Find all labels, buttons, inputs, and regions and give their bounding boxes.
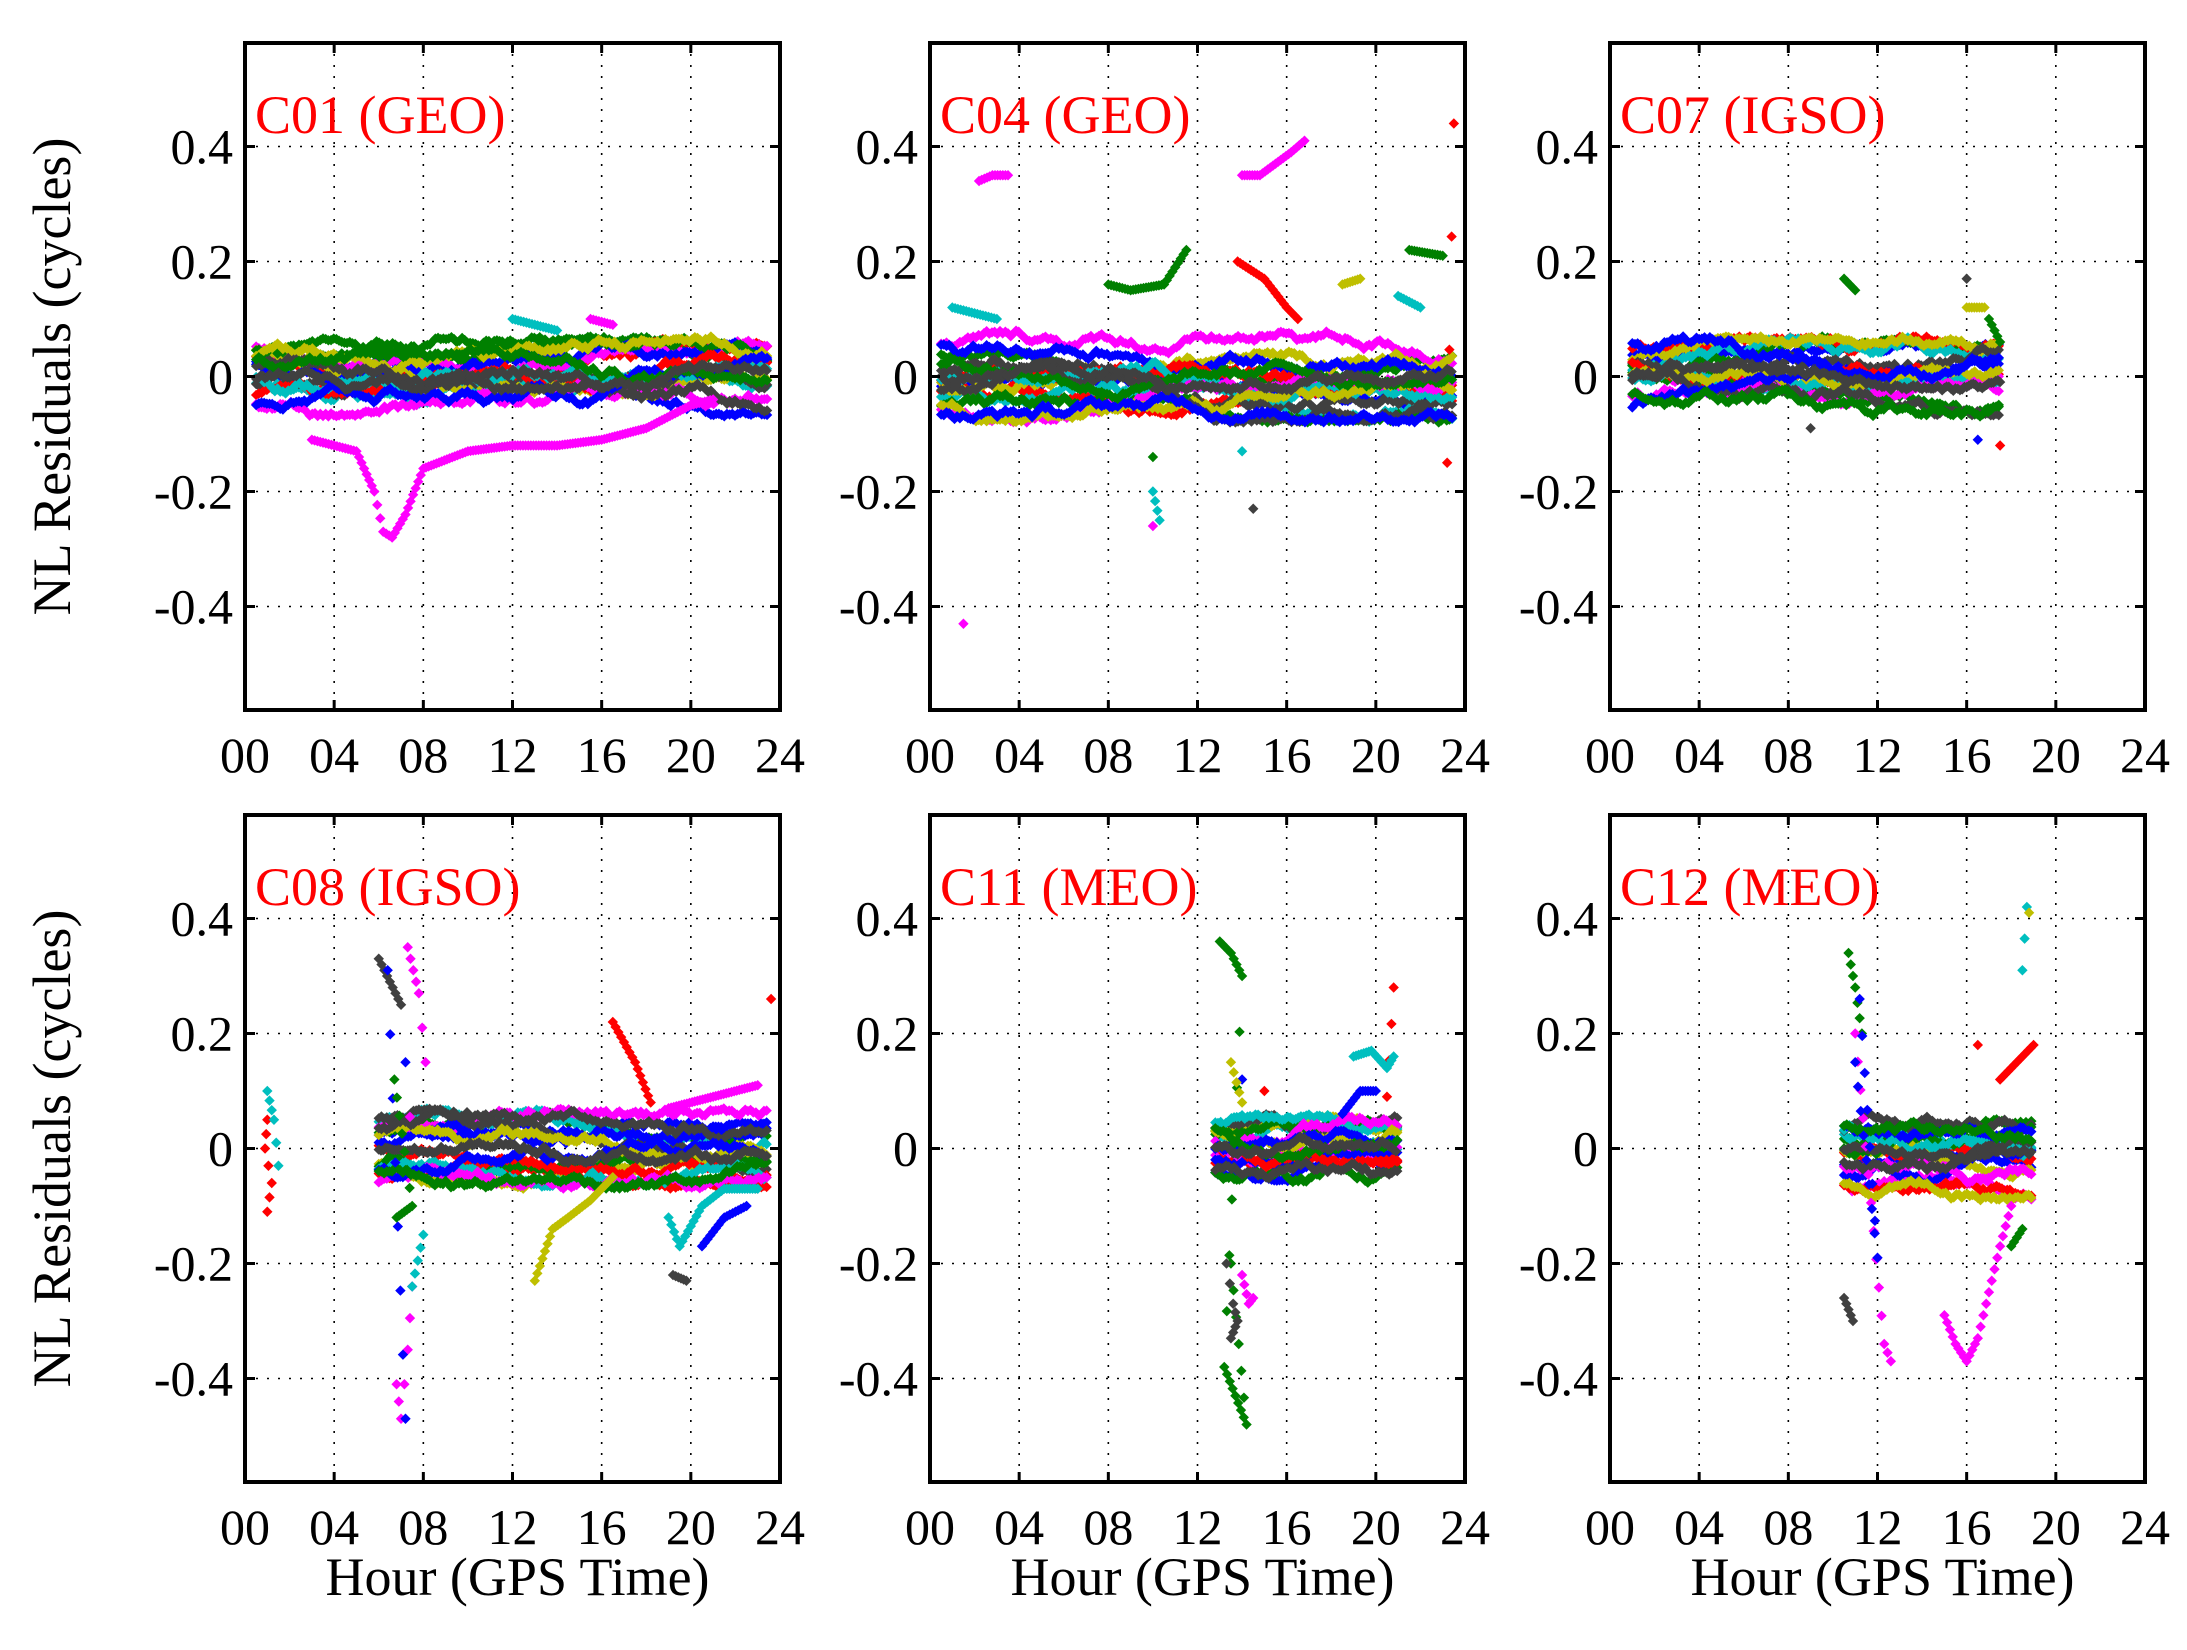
- data-point: [372, 499, 383, 511]
- y-tick-label: 0: [208, 349, 233, 405]
- y-tick-label: -0.2: [154, 464, 233, 520]
- data-points: [935, 118, 1460, 629]
- x-tick-label: 00: [220, 727, 270, 783]
- x-tick-label: 16: [577, 727, 627, 783]
- y-axis-label: NL Residuals (cycles): [22, 138, 82, 616]
- x-tick-label: 12: [488, 727, 538, 783]
- x-tick-label: 24: [755, 727, 805, 783]
- data-point: [761, 340, 773, 352]
- data-points: [250, 313, 773, 543]
- panel-title: C01 (GEO): [255, 85, 505, 145]
- data-point: [585, 353, 596, 364]
- data-point: [598, 349, 610, 360]
- y-tick-label: -0.4: [154, 579, 233, 635]
- panel-c01: 00 04 08 12 16 20 24 0.4 0.2 0 -0.2 -0.4 C01 (GEO) NL…: [22, 41, 805, 783]
- y-tick-label: 0.2: [171, 234, 234, 290]
- x-tick-label: 08: [398, 727, 448, 783]
- data-point: [665, 400, 676, 412]
- x-tick-label: 20: [666, 727, 716, 783]
- data-point: [375, 513, 386, 524]
- chart-panels: 00 04 08 12 16 20 24 0.4 0.2 0 -0.2 -0.4 C01 (GEO) NL…: [22, 41, 2170, 1607]
- data-point: [625, 352, 636, 363]
- data-point: [553, 364, 564, 375]
- y-tick-label: 0.4: [171, 119, 234, 175]
- x-tick-label: 04: [309, 727, 359, 783]
- data-point: [673, 375, 684, 387]
